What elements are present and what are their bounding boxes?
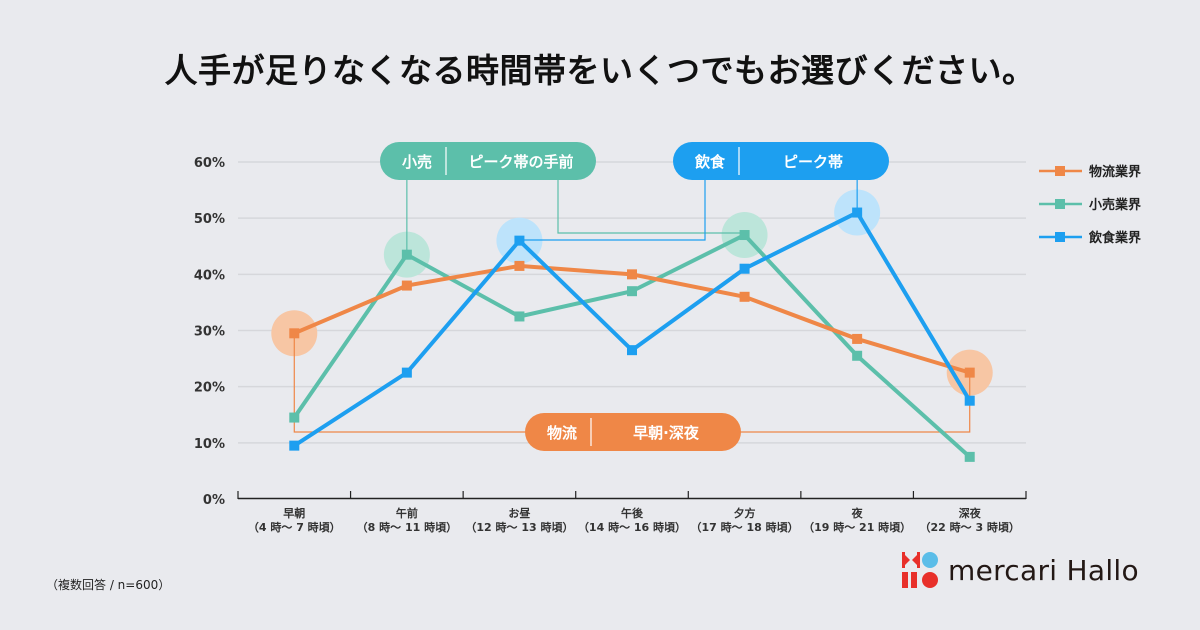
x-tick-label: 午前 (396, 506, 418, 520)
y-tick-label: 20% (194, 381, 225, 396)
legend-item: 飲食業界 (1039, 230, 1141, 246)
food-callout: 飲食 ピーク帯 (673, 142, 889, 180)
callout-industry: 飲食 (694, 153, 726, 171)
food-data-point (627, 345, 637, 356)
logistics-data-point (514, 260, 525, 271)
brand-name: mercari Hallo (948, 553, 1139, 587)
logistics-data-point (289, 328, 300, 339)
retail-data-point (964, 451, 975, 462)
x-tick-sublabel: （14 時～ 16 時頃） (578, 520, 686, 534)
survey-note: （複数回答 / n=600） (46, 578, 171, 592)
food-callout-connector (519, 180, 706, 241)
food-data-point (739, 263, 750, 274)
retail-data-point (289, 412, 300, 423)
legend-marker (1055, 232, 1065, 242)
x-tick-sublabel: （22 時～ 3 時頃） (919, 520, 1019, 534)
retail-data-point (627, 286, 637, 297)
food-data-point (289, 440, 300, 451)
retail-callout: 小売 ピーク帯の手前 (380, 142, 596, 180)
logistics-data-point (627, 269, 637, 280)
food-data-point (401, 367, 412, 378)
legend-item: 小売業界 (1039, 197, 1141, 213)
food-data-point (964, 395, 975, 406)
x-tick-sublabel: （8 時～ 11 時頃） (357, 520, 457, 534)
logistics-data-point (964, 367, 975, 378)
y-tick-label: 10% (194, 437, 225, 452)
logistics-data-point (401, 280, 412, 291)
y-tick-label: 60% (194, 156, 225, 171)
retail-data-point (401, 249, 412, 260)
x-tick-label: 午後 (621, 506, 644, 520)
x-tick-sublabel: （4 時～ 7 時頃） (248, 520, 341, 534)
callout-text: ピーク帯の手前 (468, 153, 573, 171)
callout-industry: 小売 (402, 153, 432, 171)
logistics-data-point (739, 291, 750, 302)
legend-marker (1055, 199, 1065, 209)
retail-data-point (739, 230, 750, 241)
food-data-point (852, 207, 863, 218)
mercari-hallo-logo-icon (902, 552, 938, 588)
y-tick-label: 30% (194, 325, 225, 340)
brand-logo: mercari Hallo (902, 552, 1139, 588)
y-tick-label: 0% (203, 493, 225, 508)
x-tick-sublabel: （19 時～ 21 時頃） (803, 520, 911, 534)
page-title: 人手が足りなくなる時間帯をいくつでもお選びください。 (164, 51, 1036, 90)
legend-item: 物流業界 (1039, 164, 1141, 180)
logistics-callout-pill (525, 413, 741, 451)
logistics-data-point (852, 333, 863, 344)
x-tick-label: 夜 (851, 506, 864, 520)
retail-data-point (852, 350, 863, 361)
callout-text: ピーク帯 (783, 153, 843, 171)
retail-data-point (514, 311, 525, 322)
x-tick-label: お昼 (508, 507, 531, 520)
retail-callout-pill (380, 142, 596, 180)
y-tick-label: 40% (194, 268, 225, 283)
y-tick-label: 50% (194, 212, 225, 227)
legend-marker (1055, 166, 1065, 176)
callout-industry: 物流 (547, 424, 577, 442)
x-tick-label: 夕方 (734, 506, 756, 520)
logistics-series-line (293, 263, 971, 375)
x-tick-sublabel: （12 時～ 13 時頃） (465, 520, 573, 534)
callout-text: 早朝·深夜 (633, 424, 700, 442)
food-data-point (514, 235, 525, 246)
legend-label: 物流業界 (1089, 164, 1141, 180)
x-tick-label: 早朝 (283, 506, 305, 520)
x-tick-label: 深夜 (959, 506, 982, 520)
legend-label: 小売業界 (1089, 197, 1141, 213)
logistics-callout: 物流 早朝·深夜 (525, 413, 741, 451)
retail-callout-connector (557, 180, 745, 234)
legend-label: 飲食業界 (1088, 230, 1141, 246)
food-callout-pill (673, 142, 889, 180)
x-tick-sublabel: （17 時～ 18 時頃） (691, 520, 799, 534)
